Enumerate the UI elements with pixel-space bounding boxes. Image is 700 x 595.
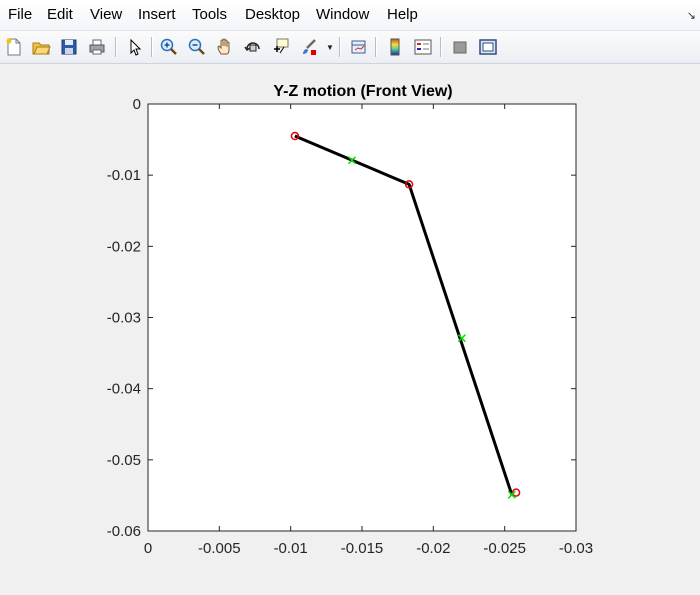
brush-dropdown-icon[interactable]: ▼ [326, 43, 334, 52]
menu-bar: File Edit View Insert Tools Desktop Wind… [0, 0, 700, 31]
toolbar-separator [375, 37, 377, 57]
y-tick-label: 0 [133, 96, 141, 113]
data-cursor-icon[interactable] [269, 35, 293, 59]
figure-toolbar: ▼ [0, 31, 700, 64]
plot-svg: Y-Z motion (Front View) 0 -0.005 -0.01 -0.0… [107, 83, 593, 557]
joint-marker [290, 131, 300, 141]
data-markers [290, 131, 521, 499]
midpoint-marker [347, 156, 357, 165]
y-tick-label: -0.04 [107, 381, 141, 398]
menu-window[interactable]: Window [316, 6, 370, 23]
undock-arrow-icon[interactable]: ↘ [686, 10, 696, 22]
toolbar-separator [339, 37, 341, 57]
y-tick-label: -0.02 [107, 238, 141, 255]
x-tick-label: -0.015 [341, 540, 384, 557]
y-tick-label: -0.03 [107, 310, 141, 327]
x-tick-label: -0.02 [416, 540, 450, 557]
link-plot-icon[interactable] [347, 35, 371, 59]
figure-canvas: Y-Z motion (Front View) 0 -0.005 -0.01 -0.0… [0, 64, 700, 590]
menu-edit[interactable]: Edit [47, 6, 73, 23]
data-lines [294, 134, 514, 496]
legend-icon[interactable] [411, 35, 435, 59]
pan-icon[interactable] [213, 35, 237, 59]
colorbar-icon[interactable] [383, 35, 407, 59]
midpoint-marker [457, 334, 466, 343]
print-icon[interactable] [85, 35, 109, 59]
plot-axes[interactable] [147, 103, 577, 532]
toolbar-separator [115, 37, 117, 57]
midpoint-marker [507, 490, 516, 499]
x-tick-label: -0.025 [483, 540, 526, 557]
zoom-out-icon[interactable] [185, 35, 209, 59]
axis-ticks: 0 -0.005 -0.01 -0.015 -0.02 -0.025 -0.03 0 -0.01… [107, 96, 593, 557]
brush-icon[interactable] [297, 35, 321, 59]
x-tick-label: -0.005 [198, 540, 241, 557]
joint-marker [511, 488, 521, 497]
menu-help[interactable]: Help [387, 6, 418, 23]
menu-insert[interactable]: Insert [138, 6, 176, 23]
zoom-in-icon[interactable] [157, 35, 181, 59]
y-tick-label: -0.06 [107, 523, 141, 540]
rotate-3d-icon[interactable] [241, 35, 265, 59]
menu-tools[interactable]: Tools [192, 6, 228, 23]
open-file-icon[interactable] [29, 35, 53, 59]
hide-plot-tools-icon[interactable] [448, 35, 472, 59]
y-tick-label: -0.05 [107, 452, 141, 469]
menu-view[interactable]: View [90, 6, 123, 23]
toolbar-separator [151, 37, 153, 57]
limb-line [294, 134, 514, 496]
save-icon[interactable] [57, 35, 81, 59]
toolbar-separator [440, 37, 442, 57]
show-plot-tools-icon[interactable] [476, 35, 500, 59]
x-tick-label: -0.01 [274, 540, 308, 557]
new-figure-icon[interactable] [2, 35, 26, 59]
menu-desktop[interactable]: Desktop [245, 6, 301, 23]
x-tick-label: 0 [144, 540, 152, 557]
chart-title: Y-Z motion (Front View) [273, 83, 452, 100]
menu-file[interactable]: File [8, 6, 33, 23]
x-tick-label: -0.03 [559, 540, 593, 557]
y-tick-label: -0.01 [107, 167, 141, 184]
joint-marker [404, 180, 414, 189]
edit-plot-icon[interactable] [123, 35, 147, 59]
